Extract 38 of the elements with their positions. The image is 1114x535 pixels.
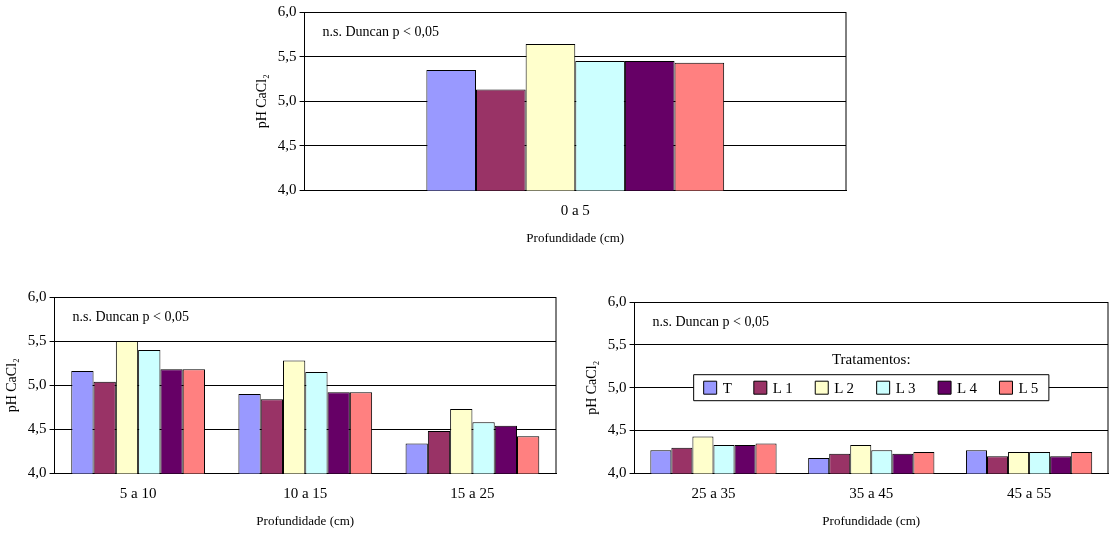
annotation: n.s. Duncan p < 0,05 xyxy=(652,313,769,329)
x-axis-title: Profundidade (cm) xyxy=(822,512,921,528)
x-tick-label: 25 a 35 xyxy=(691,485,736,502)
y-axis-title: pH CaCl₂ xyxy=(4,357,20,413)
y-tick-label: 6,0 xyxy=(27,287,47,304)
x-axis-title: Profundidade (cm) xyxy=(526,229,625,245)
y-tick-label: 5,5 xyxy=(27,332,47,349)
legend-label: L 2 xyxy=(834,379,855,396)
y-tick-label: 6,0 xyxy=(607,292,627,309)
x-tick-label: 10 a 15 xyxy=(283,485,328,502)
x-axis-title: Profundidade (cm) xyxy=(256,512,355,528)
x-tick-label: 15 a 25 xyxy=(450,485,495,502)
annotation: n.s. Duncan p < 0,05 xyxy=(322,23,439,39)
x-tick-label: 0 a 5 xyxy=(560,202,590,219)
y-tick-label: 4,5 xyxy=(277,136,297,153)
y-tick-label: 5,0 xyxy=(27,376,47,393)
y-tick-label: 4,5 xyxy=(607,421,627,438)
y-tick-label: 5,5 xyxy=(277,47,297,64)
x-tick-label: 5 a 10 xyxy=(119,485,157,502)
legend-label: T xyxy=(722,379,732,396)
x-tick-label: 35 a 45 xyxy=(849,485,894,502)
y-tick-label: 6,0 xyxy=(277,2,297,19)
y-tick-label: 4,0 xyxy=(27,464,47,481)
legend-label: L 3 xyxy=(895,379,916,396)
y-tick-label: 4,0 xyxy=(277,181,297,198)
legend-label: L 5 xyxy=(1018,379,1039,396)
legend-label: L 4 xyxy=(957,379,978,396)
y-tick-label: 4,5 xyxy=(27,420,47,437)
y-tick-label: 5,0 xyxy=(607,378,627,395)
annotation: n.s. Duncan p < 0,05 xyxy=(72,308,189,324)
y-tick-label: 5,0 xyxy=(277,92,297,109)
y-axis-title: pH CaCl₂ xyxy=(584,360,600,415)
legend-label: L 1 xyxy=(772,379,793,396)
x-tick-label: 45 a 55 xyxy=(1007,485,1052,502)
y-tick-label: 4,0 xyxy=(607,464,627,481)
y-axis-title: pH CaCl₂ xyxy=(254,73,270,129)
y-tick-label: 5,5 xyxy=(607,335,627,352)
legend-title: Tratamentos: xyxy=(831,350,911,367)
